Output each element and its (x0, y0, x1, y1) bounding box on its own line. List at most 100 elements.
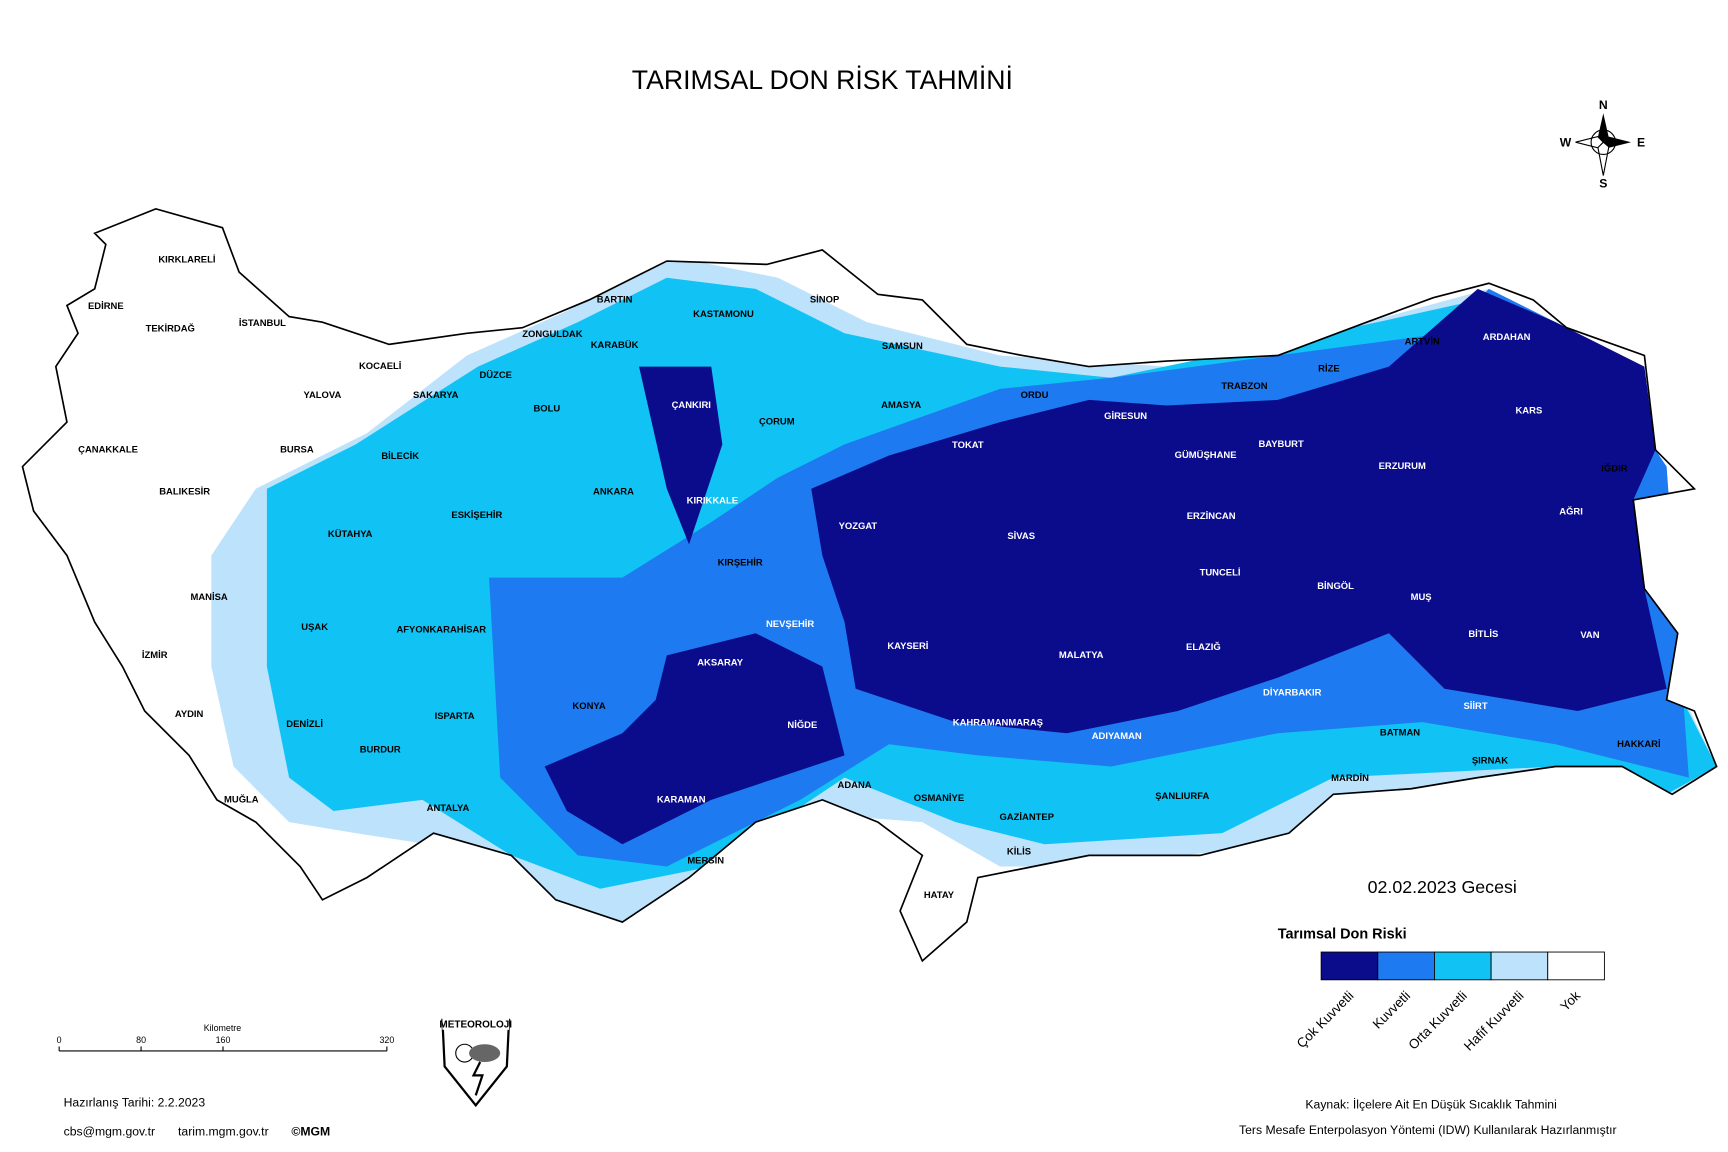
province-label: BİLECİK (381, 451, 419, 462)
copyright: ©MGM (291, 1124, 330, 1138)
compass-w: W (1560, 136, 1572, 150)
province-label: ÇORUM (759, 417, 795, 428)
logo: METEOROLOJI (439, 1016, 512, 1108)
province-label: BURSA (280, 444, 314, 455)
province-label: ANKARA (593, 487, 634, 498)
province-label: KASTAMONU (693, 309, 754, 320)
province-label: KAHRAMANMARAŞ (953, 718, 1043, 729)
province-label: KIRKLARELİ (158, 254, 215, 265)
scale-tick-label: 160 (216, 1035, 231, 1045)
scale-tick-label: 0 (57, 1035, 62, 1045)
compass-n: N (1599, 98, 1608, 112)
province-labels: KIRKLARELİ EDİRNE TEKİRDAĞ İSTANBUL KOCAELİ Y… (78, 254, 1660, 900)
province-label: BARTIN (597, 294, 633, 305)
province-label: EDİRNE (88, 301, 124, 312)
province-label: TRABZON (1221, 381, 1267, 392)
province-label: YOZGAT (839, 521, 878, 532)
compass: N W E S (1560, 98, 1645, 191)
province-label: BAYBURT (1259, 439, 1305, 450)
province-label: ARTVİN (1405, 337, 1440, 348)
province-label: SAMSUN (882, 341, 923, 352)
province-label: KARABÜK (591, 340, 639, 351)
legend-label: Kuvvetli (1370, 988, 1414, 1032)
method: Ters Mesafe Enterpolasyon Yöntemi (IDW) … (1239, 1123, 1617, 1137)
province-label: AYDIN (175, 709, 204, 720)
source: Kaynak: İlçelere Ait En Düşük Sıcaklık T… (1305, 1098, 1556, 1112)
province-label: VAN (1580, 630, 1599, 641)
province-label: MALATYA (1059, 650, 1104, 661)
province-label: SİİRT (1463, 701, 1487, 712)
risk-zone (639, 366, 723, 545)
province-label: GAZİANTEP (999, 812, 1054, 823)
province-label: MERSİN (687, 855, 724, 866)
province-label: ŞIRNAK (1472, 755, 1508, 766)
legend-label: Hafif Kuvvetli (1461, 988, 1527, 1054)
province-label: KOCAELİ (359, 361, 401, 372)
legend-label: Çok Kuvvetli (1294, 988, 1357, 1051)
province-label: MUŞ (1411, 592, 1432, 603)
scale-bar: Kilometre 0 80 160 320 (57, 1023, 394, 1052)
province-label: ŞANLIURFA (1155, 791, 1209, 802)
legend-label: Yok (1557, 988, 1583, 1014)
province-label: YALOVA (304, 390, 342, 401)
province-label: AĞRI (1559, 506, 1583, 518)
province-label: KİLİS (1007, 847, 1031, 858)
province-label: ORDU (1021, 390, 1049, 401)
province-label: GÜMÜŞHANE (1175, 450, 1237, 461)
prepared-date: Hazırlanış Tarihi: 2.2.2023 (64, 1095, 206, 1109)
province-label: HATAY (924, 890, 955, 901)
province-label: ANTALYA (427, 803, 470, 814)
province-label: MANİSA (191, 592, 228, 603)
province-label: TEKİRDAĞ (146, 322, 195, 334)
province-label: KONYA (572, 701, 605, 712)
province-label: ISPARTA (435, 711, 475, 722)
province-label: SAKARYA (413, 390, 459, 401)
province-label: RİZE (1318, 363, 1340, 374)
province-label: AKSARAY (697, 658, 744, 669)
scale-tick-label: 320 (379, 1035, 394, 1045)
province-label: NEVŞEHİR (766, 619, 814, 630)
province-label: TOKAT (952, 440, 984, 451)
legend-swatch (1490, 951, 1549, 981)
province-label: ÇANAKKALE (78, 444, 138, 455)
province-label: KARS (1515, 406, 1542, 417)
province-label: ADANA (838, 780, 872, 791)
turkey-map (21, 207, 1718, 963)
province-label: AMASYA (881, 400, 921, 411)
risk-zones (211, 255, 1717, 923)
province-label: BURDUR (360, 744, 401, 755)
province-label: ERZİNCAN (1187, 511, 1236, 522)
compass-e: E (1637, 136, 1645, 150)
province-label: KIRIKKALE (687, 496, 738, 507)
province-label: ÇANKIRI (672, 400, 711, 411)
province-label: UŞAK (301, 622, 328, 633)
province-label: MARDİN (1331, 773, 1369, 784)
risk-zone (811, 288, 1667, 734)
scale-unit: Kilometre (204, 1023, 242, 1033)
legend-swatch (1320, 951, 1379, 981)
province-label: BATMAN (1380, 728, 1420, 739)
province-label: KAYSERİ (887, 641, 928, 652)
province-label: SİNOP (810, 294, 839, 305)
province-label: ZONGULDAK (522, 329, 582, 340)
province-label: KARAMAN (657, 794, 706, 805)
risk-zone (544, 633, 845, 845)
province-label: NİĞDE (787, 719, 817, 731)
date-label: 02.02.2023 Gecesi (1368, 877, 1517, 897)
province-label: GİRESUN (1104, 411, 1147, 422)
logo-text: METEOROLOJI (439, 1020, 512, 1031)
province-label: BİNGÖL (1317, 581, 1354, 592)
province-label: KÜTAHYA (328, 529, 373, 540)
legend-swatch (1547, 951, 1605, 981)
province-label: MUĞLA (224, 793, 259, 805)
province-label: ERZURUM (1379, 461, 1426, 472)
province-label: İZMİR (142, 650, 168, 661)
map-title: TARIMSAL DON RİSK TAHMİNİ (632, 65, 1013, 95)
province-label: DİYARBAKIR (1263, 688, 1322, 699)
province-label: KIRŞEHİR (718, 558, 763, 569)
province-label: IĞDIR (1601, 462, 1627, 474)
province-label: ADIYAMAN (1092, 731, 1142, 742)
province-label: BİTLİS (1468, 629, 1498, 640)
